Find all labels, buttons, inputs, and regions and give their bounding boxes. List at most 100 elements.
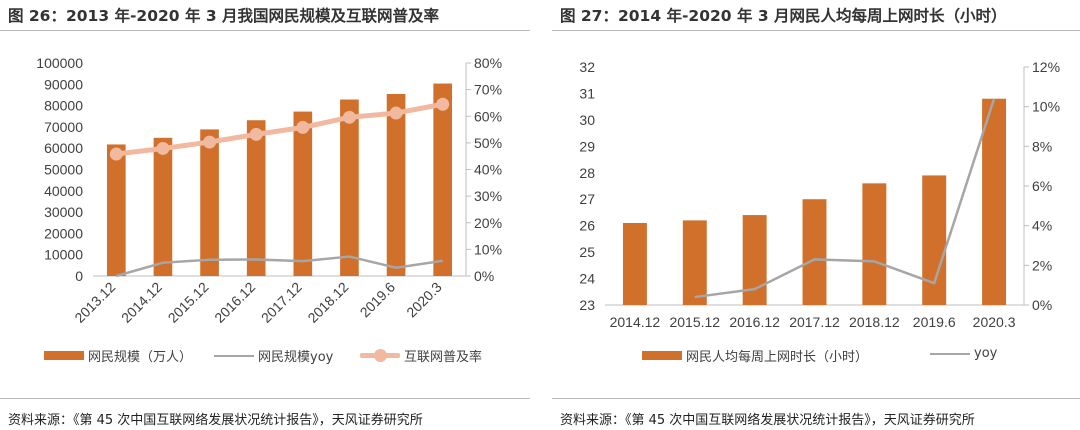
y-left-tick-label: 90000 xyxy=(44,76,83,92)
x-tick-label: 2020.3 xyxy=(403,279,445,321)
chart-title: 图 27：2014 年-2020 年 3 月网民人均每周上网时长（小时） xyxy=(560,7,1007,25)
y-left-tick-label: 27 xyxy=(579,191,595,207)
bar xyxy=(246,120,266,277)
y-right-tick-label: 0% xyxy=(474,268,494,284)
bar xyxy=(293,111,313,276)
title-rule xyxy=(0,30,530,31)
y-right-tick-label: 2% xyxy=(1032,257,1052,273)
legend-swatch-line xyxy=(930,352,970,355)
line-marker xyxy=(296,120,310,134)
y-left-tick-label: 28 xyxy=(579,165,595,181)
legend-marker-dot xyxy=(374,349,387,362)
source-note: 资料来源：《第 45 次中国互联网络发展状况统计报告》，天风证券研究所 xyxy=(8,413,423,428)
line-marker xyxy=(109,147,123,161)
series-line xyxy=(116,101,444,157)
y-left-tick-label: 29 xyxy=(579,138,595,154)
x-tick-label: 2020.3 xyxy=(973,314,1016,330)
line-marker xyxy=(156,141,170,155)
y-left-tick-label: 24 xyxy=(579,271,595,287)
source-note: 资料来源：《第 45 次中国互联网络发展状况统计报告》，天风证券研究所 xyxy=(560,413,975,428)
bar xyxy=(340,99,359,276)
bar xyxy=(106,144,126,276)
source-rule xyxy=(552,398,1080,399)
x-tick-label: 2014.12 xyxy=(610,314,661,330)
legend-label: 网民人均每周上网时长（小时） xyxy=(686,350,869,365)
line-marker xyxy=(342,110,356,124)
x-tick-label: 2014.12 xyxy=(118,279,165,326)
y-left-tick-label: 40000 xyxy=(44,183,83,199)
bar xyxy=(982,98,1007,305)
series-line xyxy=(694,98,996,299)
y-right-tick-label: 4% xyxy=(1032,218,1052,234)
x-tick-label: 2018.12 xyxy=(304,279,351,326)
y-left-tick-label: 80000 xyxy=(44,98,83,114)
line-marker xyxy=(203,135,217,149)
bar xyxy=(433,83,453,276)
source-rule xyxy=(0,398,530,399)
bar xyxy=(742,215,767,305)
legend-label: 互联网普及率 xyxy=(404,350,483,365)
x-tick-label: 2016.12 xyxy=(211,279,258,326)
x-tick-label: 2019.6 xyxy=(357,279,399,321)
y-left-tick-label: 32 xyxy=(579,59,595,75)
legend-swatch-line xyxy=(214,354,254,357)
bar xyxy=(200,129,219,276)
bar xyxy=(862,183,887,305)
y-left-tick-label: 23 xyxy=(579,297,595,313)
y-left-tick-label: 30000 xyxy=(44,204,83,220)
y-right-tick-label: 8% xyxy=(1032,138,1052,154)
y-right-tick-label: 30% xyxy=(474,188,502,204)
y-right-tick-label: 10% xyxy=(1032,99,1060,115)
legend-item-users-yoy: 网民规模yoy xyxy=(214,346,333,365)
x-tick-label: 2013.12 xyxy=(71,279,118,326)
title-rule xyxy=(552,30,1080,31)
line-marker xyxy=(389,106,403,120)
y-left-tick-label: 50000 xyxy=(44,162,83,178)
chart-panel-internet-users: 图 26：2013 年-2020 年 3 月我国网民规模及互联网普及率 0 100… xyxy=(0,0,530,430)
y-right-tick-label: 0% xyxy=(1032,297,1052,313)
chart-panel-weekly-hours: 图 27：2014 年-2020 年 3 月网民人均每周上网时长（小时） 23 2… xyxy=(552,0,1080,430)
legend-swatch-bar xyxy=(44,351,84,360)
y-left-tick-label: 100000 xyxy=(36,55,83,71)
y-right-tick-label: 70% xyxy=(474,82,502,98)
y-right-tick-label: 40% xyxy=(474,162,502,178)
y-right-tick-label: 60% xyxy=(474,108,502,124)
y-left-tick-label: 30 xyxy=(579,112,595,128)
y-right-tick-label: 20% xyxy=(474,215,502,231)
y-left-tick-label: 20000 xyxy=(44,225,83,241)
y-right-tick-label: 6% xyxy=(1032,178,1052,194)
line-marker xyxy=(436,97,450,111)
legend-item-yoy: yoy xyxy=(930,346,997,361)
x-tick-label: 2015.12 xyxy=(165,279,212,326)
legend-item-users: 网民规模（万人） xyxy=(44,346,192,365)
legend-label: yoy xyxy=(974,346,998,361)
bar xyxy=(386,93,406,277)
legend-label: 网民规模（万人） xyxy=(88,350,193,365)
legend-label: 网民规模yoy xyxy=(258,350,334,365)
x-tick-label: 2015.12 xyxy=(669,314,720,330)
x-tick-label: 2019.6 xyxy=(913,314,956,330)
y-right-tick-label: 80% xyxy=(474,55,502,71)
y-left-tick-label: 0 xyxy=(75,268,83,284)
chart-internet-users: 0 10000 20000 30000 40000 50000 60000 70000 8000… xyxy=(36,55,502,326)
y-left-tick-label: 70000 xyxy=(44,119,83,135)
series-line xyxy=(115,255,443,278)
x-tick-label: 2018.12 xyxy=(849,314,900,330)
bar xyxy=(682,220,707,305)
bar xyxy=(622,223,647,305)
y-left-tick-label: 60000 xyxy=(44,140,83,156)
legend-swatch-bar xyxy=(642,351,682,360)
legend-item-weekly-hours: 网民人均每周上网时长（小时） xyxy=(642,346,868,365)
x-tick-label: 2017.12 xyxy=(258,279,305,326)
bar xyxy=(153,137,173,276)
y-right-tick-label: 10% xyxy=(474,241,502,257)
chart-title: 图 26：2013 年-2020 年 3 月我国网民规模及互联网普及率 xyxy=(8,7,440,25)
line-marker xyxy=(249,127,263,141)
y-right-tick-label: 12% xyxy=(1032,59,1060,75)
y-left-tick-label: 10000 xyxy=(44,247,83,263)
x-tick-label: 2017.12 xyxy=(789,314,840,330)
y-right-tick-label: 50% xyxy=(474,135,502,151)
x-tick-label: 2016.12 xyxy=(729,314,780,330)
bar xyxy=(802,199,827,305)
legend-swatch-line-marker xyxy=(360,349,400,362)
